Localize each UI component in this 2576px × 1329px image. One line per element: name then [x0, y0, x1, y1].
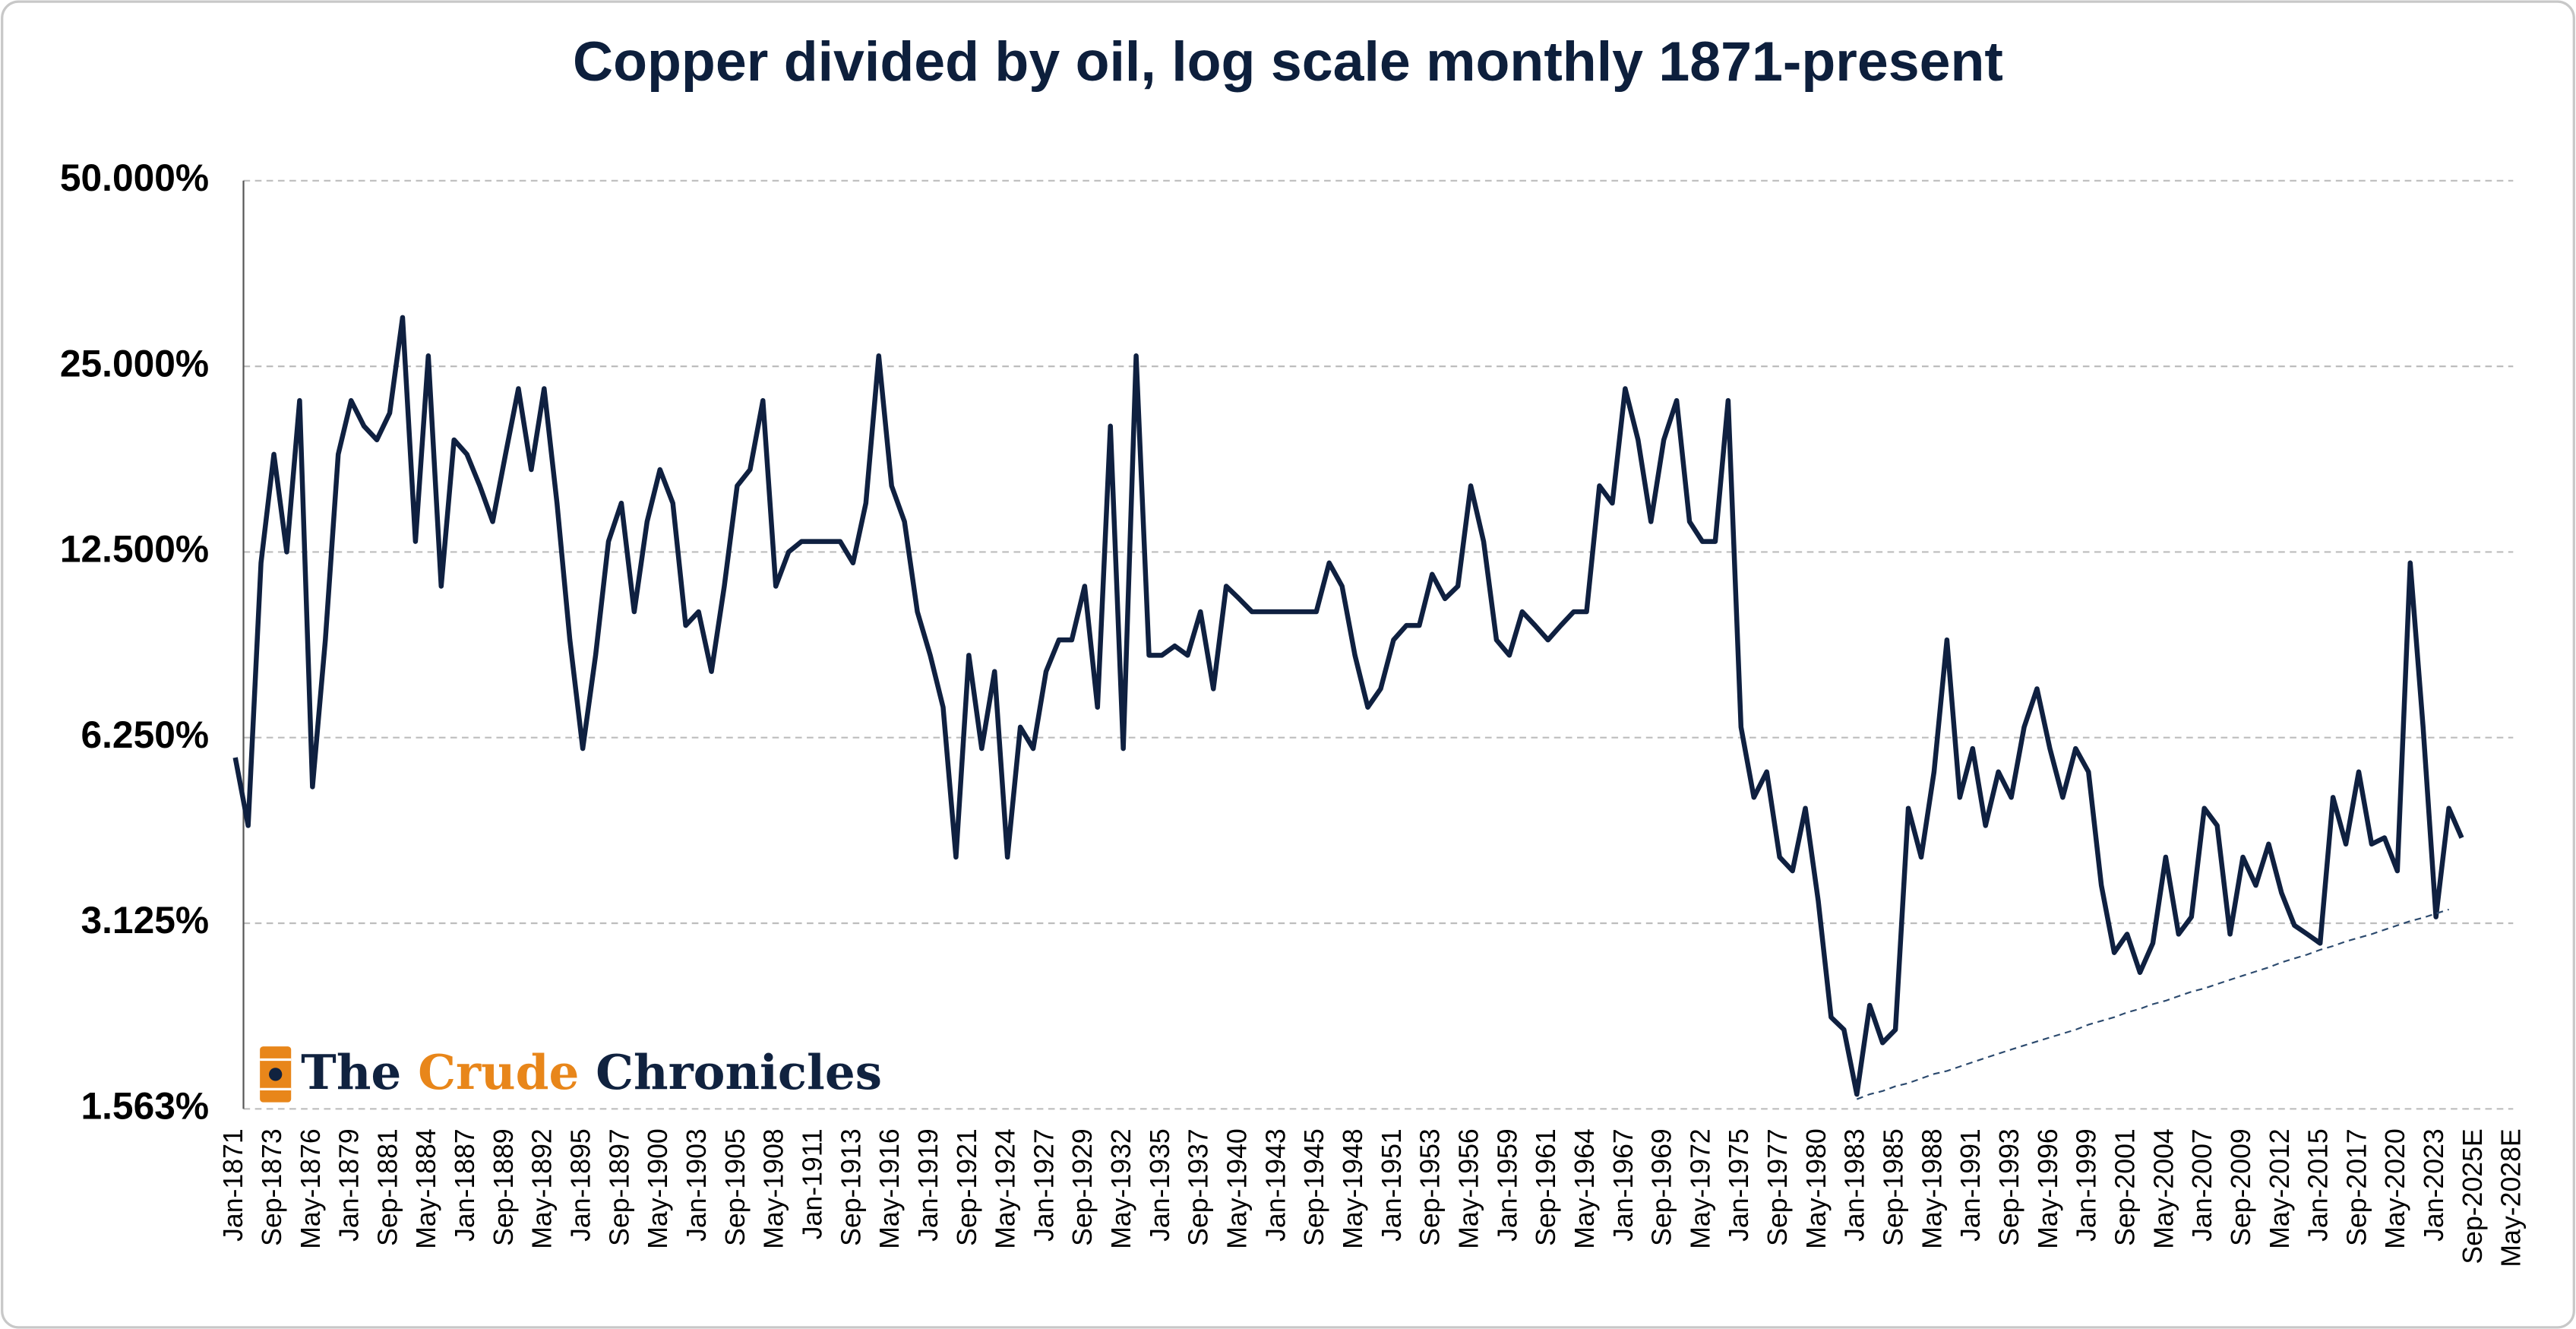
trend-line [1856, 908, 2449, 1100]
x-tick-label: Sep-2017 [2341, 1128, 2372, 1246]
x-tick-label: May-1964 [1569, 1128, 1600, 1249]
x-tick-label: Sep-1905 [720, 1128, 751, 1246]
x-tick-label: May-2020 [2380, 1128, 2410, 1249]
x-tick-label: Jan-1975 [1724, 1128, 1754, 1242]
logo-word: Crude [418, 1044, 579, 1100]
x-tick-label: May-1916 [874, 1128, 905, 1249]
x-tick-label: Sep-1985 [1879, 1128, 1909, 1246]
y-tick-label: 50.000% [60, 157, 209, 199]
data-line [232, 315, 2464, 1097]
x-tick-label: Sep-2001 [2110, 1128, 2140, 1246]
x-tick-label: Jan-2007 [2187, 1128, 2217, 1242]
x-tick-label: Sep-1961 [1531, 1128, 1561, 1246]
x-tick-label: May-1972 [1685, 1128, 1715, 1249]
x-tick-label: Sep-1881 [372, 1128, 403, 1246]
x-tick-label: Jan-1935 [1145, 1128, 1175, 1242]
x-tick-label: Jan-1959 [1492, 1128, 1522, 1242]
x-tick-label: Jan-2023 [2419, 1128, 2449, 1242]
x-tick-label: Sep-1897 [604, 1128, 634, 1246]
x-tick-label: Jan-1983 [1840, 1128, 1870, 1242]
x-tick-label: Sep-1913 [836, 1128, 866, 1246]
y-tick-label: 25.000% [60, 342, 209, 384]
x-tick-label: Jan-1967 [1608, 1128, 1639, 1242]
x-tick-label: Sep-1929 [1067, 1128, 1098, 1246]
x-tick-label: Jan-1991 [1955, 1128, 1986, 1242]
y-tick-label: 3.125% [81, 899, 209, 941]
y-tick-label: 1.563% [81, 1084, 209, 1127]
x-tick-label: Sep-1873 [257, 1128, 287, 1246]
x-tick-label: Jan-1911 [797, 1128, 827, 1239]
x-tick-label: Jan-2015 [2303, 1128, 2334, 1242]
x-tick-label: May-1948 [1338, 1128, 1368, 1249]
x-tick-label: Sep-1977 [1762, 1128, 1793, 1246]
x-tick-label: Sep-1921 [952, 1128, 982, 1246]
x-tick-label: Jan-1871 [218, 1128, 248, 1242]
x-tick-label: May-1908 [759, 1128, 789, 1249]
x-tick-label: May-1980 [1801, 1128, 1832, 1249]
x-tick-label: Jan-1887 [450, 1128, 480, 1242]
x-tick-label: Sep-1969 [1647, 1128, 1677, 1246]
x-tick-label: Sep-1945 [1299, 1128, 1329, 1246]
logo-word: Chronicles [596, 1044, 882, 1100]
x-tick-label: May-1988 [1917, 1128, 1947, 1249]
y-tick-label: 6.250% [81, 714, 209, 756]
y-tick-label: 12.500% [60, 528, 209, 571]
x-tick-label: May-1932 [1106, 1128, 1136, 1249]
x-tick-label: Sep-1937 [1184, 1128, 1214, 1246]
x-tick-label: May-1924 [991, 1128, 1021, 1249]
x-tick-label: May-1884 [411, 1128, 441, 1249]
x-tick-label: May-1900 [643, 1128, 673, 1249]
x-tick-label: Sep-1953 [1415, 1128, 1446, 1246]
x-tick-label: Sep-2009 [2226, 1128, 2256, 1246]
x-tick-label: May-1940 [1222, 1128, 1253, 1249]
x-tick-label: Jan-1927 [1029, 1128, 1059, 1242]
x-tick-label: May-2012 [2265, 1128, 2295, 1249]
x-tick-label: Sep-1993 [1994, 1128, 2024, 1246]
x-tick-label: Jan-1951 [1377, 1128, 1407, 1242]
x-tick-label: Jan-1903 [681, 1128, 712, 1242]
x-tick-label: May-1996 [2033, 1128, 2063, 1249]
x-tick-label: Jan-1895 [566, 1128, 596, 1242]
x-tick-label: Jan-1999 [2072, 1128, 2102, 1242]
x-tick-label: Sep-1889 [488, 1128, 519, 1246]
x-tick-label: May-1876 [296, 1128, 326, 1249]
x-tick-label: May-2028E [2496, 1128, 2527, 1267]
chart-title: Copper divided by oil, log scale monthly… [573, 30, 2003, 93]
x-tick-label: Jan-1919 [913, 1128, 943, 1242]
logo-text: The Crude Chronicles [301, 1044, 882, 1100]
x-tick-label: Jan-1943 [1260, 1128, 1291, 1242]
logo-word: The [301, 1044, 401, 1100]
x-tick-label: May-1956 [1453, 1128, 1484, 1249]
x-tick-label: May-1892 [527, 1128, 558, 1249]
logo-icon [260, 1046, 292, 1103]
x-tick-label: Sep-2025E [2457, 1128, 2488, 1264]
x-tick-label: May-2004 [2148, 1128, 2179, 1249]
x-tick-label: Jan-1879 [334, 1128, 365, 1242]
